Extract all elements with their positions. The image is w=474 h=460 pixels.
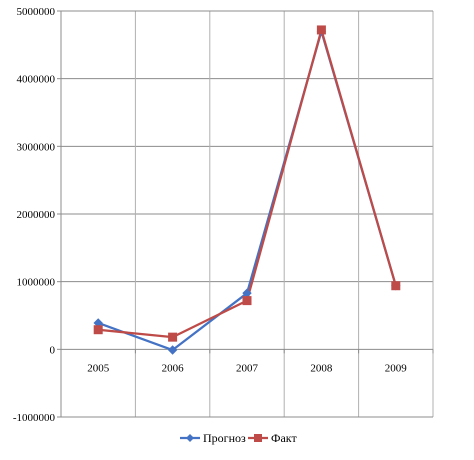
y-tick-label: 2000000: [17, 209, 56, 221]
x-tick-label: 2009: [385, 362, 408, 374]
y-tick-label: -1000000: [13, 412, 56, 424]
legend-marker-prognoz: [186, 434, 194, 442]
x-tick-label: 2008: [310, 362, 333, 374]
point-fakt: [242, 296, 252, 306]
point-fakt: [316, 25, 326, 35]
point-prognoz: [167, 345, 178, 355]
y-tick-label: 3000000: [17, 141, 56, 153]
point-fakt: [391, 281, 401, 291]
point-fakt: [168, 332, 178, 342]
legend-label-fakt: Факт: [271, 431, 297, 445]
legend-marker-fakt: [254, 434, 262, 442]
y-tick-label: 5000000: [17, 6, 56, 18]
y-tick-label: 1000000: [17, 277, 56, 289]
legend-label-prognoz: Прогноз: [203, 431, 246, 445]
y-tick-label: 0: [50, 344, 56, 356]
x-tick-label: 2005: [87, 362, 110, 374]
x-tick-label: 2007: [236, 362, 259, 374]
x-tick-label: 2006: [162, 362, 185, 374]
point-fakt: [93, 325, 103, 335]
grid: [61, 10, 433, 418]
axes: -1000000 0 1000000 2000000 3000000 4000000 500…: [13, 6, 434, 424]
series-group: [93, 25, 401, 355]
y-tick-label: 4000000: [17, 74, 56, 86]
legend: Прогноз Факт: [180, 431, 297, 445]
